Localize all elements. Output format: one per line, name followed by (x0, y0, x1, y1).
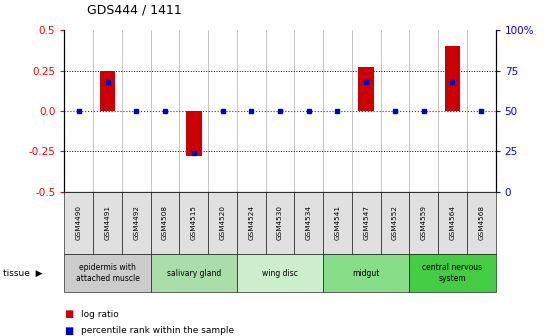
Text: ■: ■ (64, 309, 74, 319)
Text: GSM4491: GSM4491 (105, 205, 110, 240)
Text: GSM4530: GSM4530 (277, 205, 283, 240)
Text: ■: ■ (64, 326, 74, 336)
Text: GSM4520: GSM4520 (220, 205, 226, 240)
Text: wing disc: wing disc (262, 268, 298, 278)
Text: GSM4534: GSM4534 (306, 205, 312, 240)
Text: GSM4564: GSM4564 (450, 205, 455, 240)
Text: GSM4541: GSM4541 (334, 205, 340, 240)
Text: midgut: midgut (353, 268, 380, 278)
Text: percentile rank within the sample: percentile rank within the sample (81, 327, 234, 335)
Text: epidermis with
attached muscle: epidermis with attached muscle (76, 263, 139, 283)
Text: GSM4559: GSM4559 (421, 205, 427, 240)
Text: GSM4524: GSM4524 (248, 205, 254, 240)
Bar (445, 46, 460, 111)
Bar (186, 111, 202, 156)
Text: GSM4492: GSM4492 (133, 205, 139, 240)
Text: GSM4547: GSM4547 (363, 205, 369, 240)
Text: GSM4515: GSM4515 (191, 205, 197, 240)
Text: GSM4508: GSM4508 (162, 205, 168, 240)
Text: GDS444 / 1411: GDS444 / 1411 (87, 4, 181, 17)
Bar (100, 71, 115, 111)
Text: tissue  ▶: tissue ▶ (3, 268, 43, 278)
Text: log ratio: log ratio (81, 310, 119, 319)
Text: GSM4568: GSM4568 (478, 205, 484, 240)
Text: central nervous
system: central nervous system (422, 263, 483, 283)
Text: GSM4552: GSM4552 (392, 205, 398, 240)
Text: GSM4490: GSM4490 (76, 205, 82, 240)
Text: salivary gland: salivary gland (167, 268, 221, 278)
Bar (358, 67, 374, 111)
